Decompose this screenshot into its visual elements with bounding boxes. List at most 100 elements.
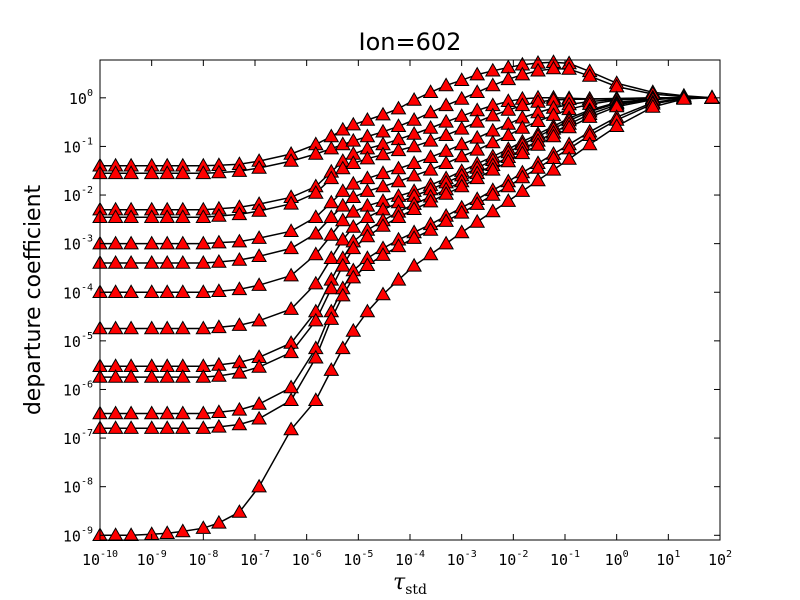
marker-level-f-16: [375, 178, 391, 193]
marker-level-e-12: [323, 194, 340, 209]
marker-level-l-19: [422, 222, 439, 236]
x-tick-label: 100: [605, 549, 629, 569]
marker-level-j-11: [307, 312, 324, 327]
marker-level-f-2: [123, 254, 139, 269]
marker-level-a-15: [359, 111, 376, 126]
marker-level-k-9: [251, 396, 267, 410]
marker-level-a-18: [406, 91, 422, 106]
marker-level-f-22: [469, 141, 486, 156]
x-tick-exponent: -8: [206, 549, 218, 560]
marker-level-a-16: [375, 106, 391, 121]
marker-level-d-18: [406, 138, 422, 153]
marker-level-g-12: [323, 227, 340, 241]
marker-level-j-1: [107, 369, 124, 383]
marker-level-j-26: [530, 136, 546, 151]
marker-level-m-22: [469, 213, 486, 228]
marker-level-m-33: [704, 89, 720, 104]
marker-level-m-4: [159, 525, 176, 539]
marker-level-g-8: [231, 281, 248, 296]
marker-level-d-14: [345, 155, 362, 169]
marker-level-d-2: [123, 209, 139, 223]
marker-level-d-5: [174, 209, 191, 223]
marker-level-b-25: [514, 66, 531, 81]
marker-level-a-17: [390, 100, 407, 115]
marker-level-j-17: [390, 209, 407, 223]
marker-level-f-21: [453, 148, 470, 163]
marker-level-l-7: [211, 418, 227, 433]
marker-level-h-4: [159, 320, 176, 335]
marker-level-h-11: [307, 275, 324, 290]
marker-level-b-6: [195, 165, 212, 180]
marker-level-d-7: [211, 207, 227, 222]
marker-level-k-1: [107, 405, 124, 420]
marker-level-j-20: [438, 185, 454, 200]
series-line-level-a: [100, 61, 713, 167]
marker-level-h-3: [143, 320, 160, 335]
marker-level-b-4: [159, 165, 176, 180]
marker-level-f-24: [500, 127, 517, 141]
marker-level-e-9: [251, 230, 267, 244]
x-tick-base: 10: [343, 551, 361, 569]
series-markers: [92, 54, 720, 541]
marker-level-j-10: [283, 344, 299, 359]
marker-level-l-10: [283, 392, 299, 406]
y-tick-exponent: -2: [81, 185, 93, 196]
x-tick-exponent: -10: [100, 549, 118, 560]
marker-level-f-3: [143, 254, 160, 269]
marker-level-d-23: [484, 107, 501, 122]
marker-level-d-11: [307, 184, 324, 199]
x-axis-label: τstd: [393, 570, 427, 598]
marker-level-j-23: [484, 161, 501, 176]
series-line-level-b: [100, 67, 713, 175]
marker-level-h-14: [345, 218, 362, 233]
marker-level-j-9: [251, 358, 267, 373]
marker-level-m-5: [174, 523, 191, 538]
x-tick-label: 10-10: [82, 549, 118, 569]
marker-level-j-7: [211, 367, 227, 382]
marker-level-k-5: [174, 405, 191, 420]
x-axis-label-subscript: std: [405, 582, 427, 598]
marker-level-m-14: [345, 322, 362, 337]
marker-level-m-20: [438, 235, 454, 250]
y-tick-label: 10-4: [63, 282, 93, 302]
marker-level-g-11: [307, 246, 324, 261]
marker-level-m-7: [211, 514, 227, 529]
marker-level-b-12: [323, 140, 340, 155]
x-tick-label: 10-3: [447, 549, 477, 569]
marker-level-m-6: [195, 520, 212, 534]
x-tick-base: 10: [240, 551, 258, 569]
marker-level-m-18: [406, 257, 422, 272]
x-tick-base: 10: [656, 551, 674, 569]
marker-level-d-15: [359, 150, 376, 165]
marker-level-g-13: [334, 212, 351, 227]
marker-level-d-9: [251, 202, 267, 217]
y-tick-base: 10: [63, 236, 81, 254]
marker-level-l-15: [359, 257, 376, 271]
y-tick-label: 10-9: [63, 525, 93, 545]
marker-level-g-3: [143, 284, 160, 298]
marker-level-b-8: [231, 163, 248, 177]
marker-level-b-23: [484, 77, 501, 92]
marker-level-j-13: [334, 257, 351, 272]
marker-level-e-14: [345, 175, 362, 190]
marker-level-d-8: [231, 206, 248, 221]
marker-level-d-3: [143, 209, 160, 223]
series-line-level-c: [100, 97, 712, 211]
y-tick-exponent: -4: [81, 282, 93, 293]
marker-level-b-27: [545, 60, 562, 75]
series-line-level-d: [100, 97, 712, 218]
marker-level-j-29: [581, 109, 598, 123]
marker-level-g-6: [195, 284, 212, 298]
marker-level-e-6: [195, 235, 212, 250]
marker-level-h-12: [323, 250, 340, 264]
marker-level-l-9: [251, 410, 267, 425]
marker-level-j-15: [359, 228, 376, 243]
y-tick-base: 10: [63, 430, 81, 448]
marker-level-k-3: [143, 405, 160, 420]
x-tick-exponent: -7: [258, 549, 270, 560]
marker-level-f-18: [406, 167, 422, 182]
marker-level-f-17: [390, 173, 407, 188]
y-tick-exponent: -7: [81, 428, 93, 439]
marker-level-h-7: [211, 319, 227, 334]
